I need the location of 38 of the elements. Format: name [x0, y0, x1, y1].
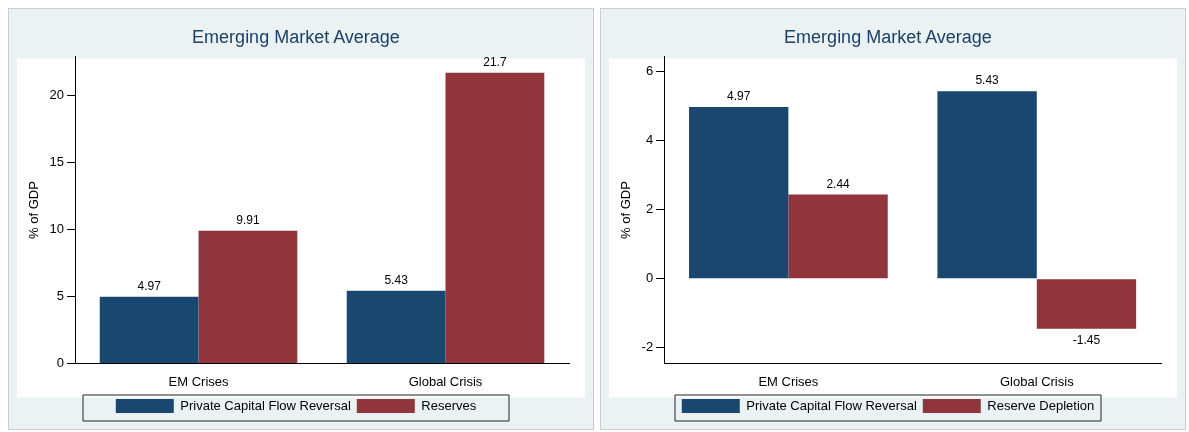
- y-tick-label: 5: [56, 287, 65, 303]
- bar: [689, 107, 789, 279]
- y-tick-label: 0: [56, 354, 65, 370]
- data-label: 5.43: [384, 272, 409, 287]
- y-axis-title: % of GDP: [26, 181, 42, 239]
- y-tick-label: 6: [645, 63, 654, 79]
- x-tick-label: EM Crises: [758, 373, 819, 389]
- chart-title: Emerging Market Average: [784, 26, 992, 47]
- bar: [1036, 279, 1137, 329]
- y-tick-label: 20: [49, 87, 65, 103]
- x-tick-label: Global Crisis: [999, 373, 1075, 389]
- bar: [445, 72, 545, 363]
- x-tick-label: EM Crises: [168, 373, 230, 389]
- bar: [937, 91, 1037, 279]
- data-label: 5.43: [975, 73, 1000, 88]
- data-label: -1.45: [1072, 333, 1101, 348]
- bar: [99, 296, 199, 363]
- legend-label: Private Capital Flow Reversal: [746, 397, 917, 413]
- y-tick-label: -2: [641, 339, 654, 355]
- legend-label: Private Capital Flow Reversal: [180, 397, 351, 413]
- bar: [346, 290, 446, 363]
- legend-label: Reserve Depletion: [987, 397, 1095, 413]
- data-label: 2.44: [826, 176, 851, 191]
- data-label: 21.7: [483, 54, 507, 69]
- y-tick-label: 10: [49, 221, 65, 236]
- y-tick-label: 4: [645, 132, 654, 148]
- x-tick-label: Global Crisis: [408, 373, 483, 389]
- bar: [788, 194, 888, 279]
- data-label: 4.97: [727, 89, 751, 104]
- legend-label: Reserves: [421, 397, 477, 413]
- bar: [198, 230, 298, 363]
- data-label: 9.91: [236, 212, 260, 227]
- y-tick-label: 15: [49, 154, 65, 170]
- data-label: 4.97: [137, 279, 162, 294]
- y-tick-label: 2: [645, 201, 654, 217]
- y-axis-title: % of GDP: [618, 181, 634, 239]
- y-tick-label: 0: [645, 270, 654, 286]
- chart-title: Emerging Market Average: [192, 26, 400, 47]
